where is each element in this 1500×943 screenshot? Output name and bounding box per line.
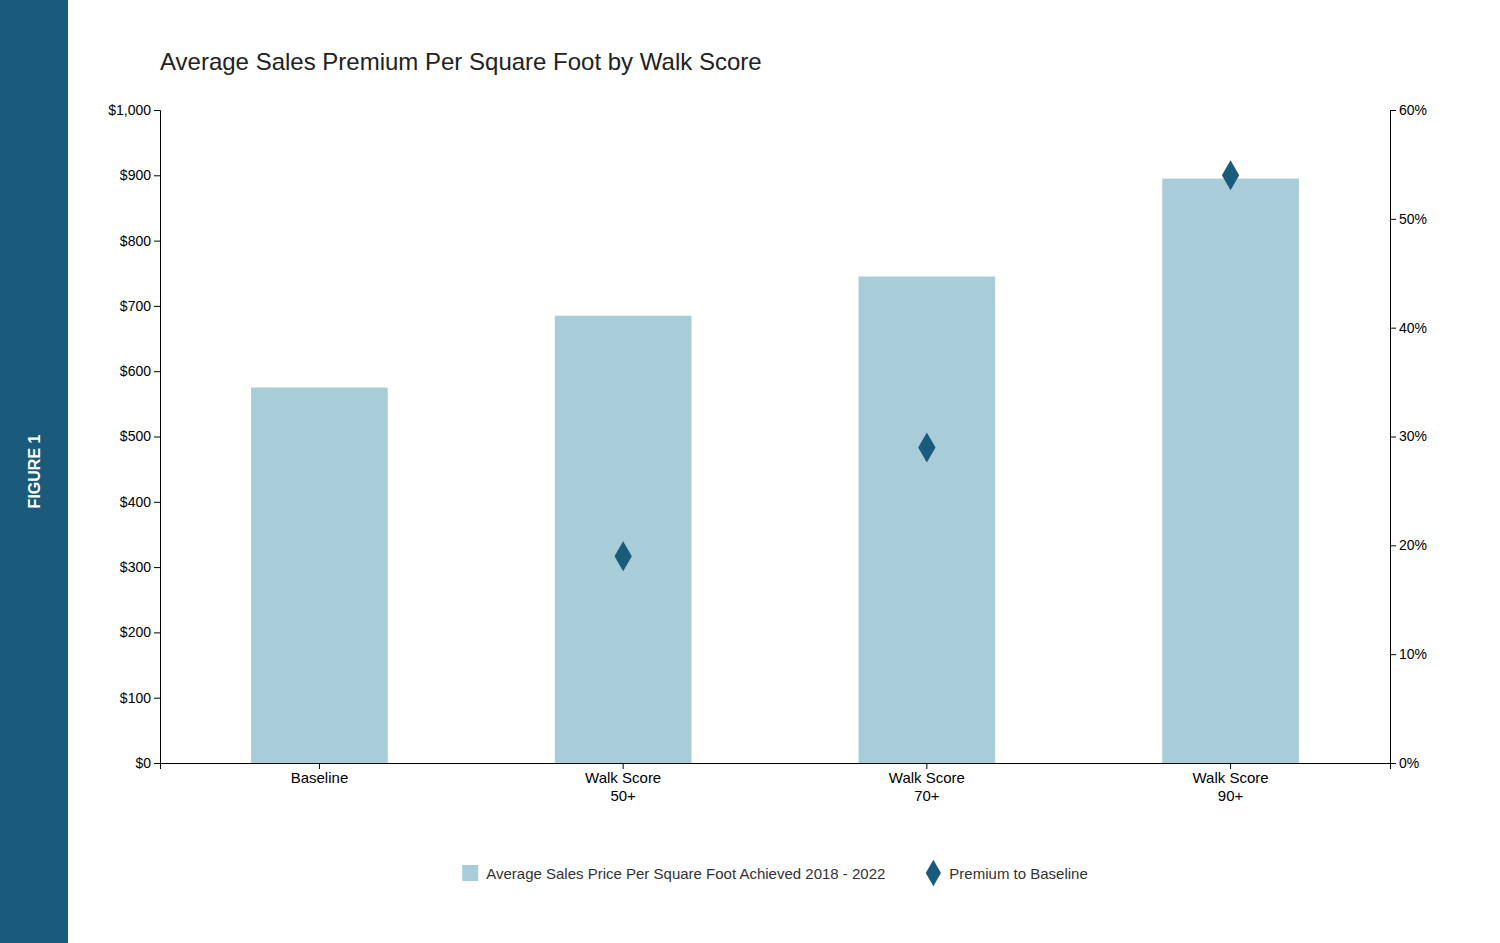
tick: Walk Score50+: [585, 763, 661, 804]
tick-mark: [1390, 110, 1396, 111]
tick: Baseline: [291, 763, 349, 786]
tick-label: 60%: [1399, 102, 1427, 118]
tick-label: 50%: [1399, 211, 1427, 227]
tick-label: $1,000: [108, 102, 151, 118]
tick: $200: [120, 624, 160, 640]
marker: [918, 432, 935, 462]
figure-label: FIGURE 1: [26, 435, 43, 509]
tick: 0%: [1390, 755, 1419, 771]
tick-label: $100: [120, 690, 151, 706]
tick-label: $0: [135, 755, 151, 771]
tick-mark: [154, 175, 160, 176]
tick: $400: [120, 494, 160, 510]
tick-label: $300: [120, 559, 151, 575]
tick-label: Walk Score70+: [889, 769, 965, 804]
tick-label: $400: [120, 494, 151, 510]
tick-label: $200: [120, 624, 151, 640]
tick-mark: [154, 306, 160, 307]
bar: [859, 277, 996, 763]
series: [251, 179, 1299, 763]
tick-label: Walk Score50+: [585, 769, 661, 804]
tick: $1,000: [108, 102, 160, 118]
tick: $300: [120, 559, 160, 575]
tick: $900: [120, 167, 160, 183]
tick: 30%: [1390, 428, 1427, 444]
legend-label: Premium to Baseline: [949, 865, 1087, 882]
tick: 50%: [1390, 211, 1427, 227]
plot-area: [251, 160, 1299, 763]
legend-item: Average Sales Price Per Square Foot Achi…: [462, 865, 885, 882]
tick-label: $800: [120, 233, 151, 249]
tick-mark: [154, 567, 160, 568]
tick-mark: [154, 502, 160, 503]
tick-label: $700: [120, 298, 151, 314]
tick: 20%: [1390, 537, 1427, 553]
tick-label: 40%: [1399, 320, 1427, 336]
marker: [614, 541, 631, 571]
tick-label: 20%: [1399, 537, 1427, 553]
tick-mark: [154, 698, 160, 699]
axis-line: [1391, 111, 1397, 764]
legend-swatch: [462, 865, 478, 881]
tick-label: 10%: [1399, 646, 1427, 662]
legend-label: Average Sales Price Per Square Foot Achi…: [486, 865, 885, 882]
tick-label: $900: [120, 167, 151, 183]
legend-swatch: [926, 860, 941, 886]
tick-mark: [1390, 219, 1396, 220]
y-axis: $0 $100 $200 $300 $400 $500 $600 $700 $800 $900 $1…: [108, 102, 160, 771]
tick: 10%: [1390, 646, 1427, 662]
tick-mark: [1390, 328, 1396, 329]
bar: [555, 316, 692, 763]
tick-mark: [154, 241, 160, 242]
tick-label: 30%: [1399, 428, 1427, 444]
tick: Walk Score90+: [1192, 763, 1268, 804]
tick-mark: [1390, 654, 1396, 655]
tick-label: $500: [120, 428, 151, 444]
tick: $100: [120, 690, 160, 706]
tick-mark: [154, 763, 160, 764]
x-axis: Baseline Walk Score50+ Walk Score70+ Walk S…: [161, 763, 1391, 804]
legend: Average Sales Price Per Square Foot Achi…: [462, 860, 1088, 886]
tick: $700: [120, 298, 160, 314]
tick-label: $600: [120, 363, 151, 379]
tick-label: 0%: [1399, 755, 1419, 771]
bar: [1162, 179, 1299, 763]
title: Average Sales Premium Per Square Foot by…: [160, 48, 762, 75]
figure-band: [0, 0, 68, 943]
tick-mark: [154, 632, 160, 633]
tick-mark: [154, 110, 160, 111]
tick: $800: [120, 233, 160, 249]
chart: FIGURE 1 Average Sales Premium Per Square…: [0, 0, 1500, 943]
tick-label: Walk Score90+: [1192, 769, 1268, 804]
tick: $600: [120, 363, 160, 379]
tick: $500: [120, 428, 160, 444]
marker: [1222, 160, 1239, 190]
tick-mark: [1390, 437, 1396, 438]
series: [614, 160, 1239, 571]
legend-item: Premium to Baseline: [926, 860, 1088, 886]
tick-mark: [154, 371, 160, 372]
tick: Walk Score70+: [889, 763, 965, 804]
tick-mark: [154, 437, 160, 438]
tick: 60%: [1390, 102, 1427, 118]
tick-label: Baseline: [291, 769, 349, 786]
axis-line: [154, 111, 161, 764]
tick: $0: [135, 755, 160, 771]
tick: 40%: [1390, 320, 1427, 336]
bar: [251, 388, 388, 763]
tick-mark: [1390, 545, 1396, 546]
y2-axis: 0% 10% 20% 30% 40% 50% 60%: [1390, 102, 1427, 771]
